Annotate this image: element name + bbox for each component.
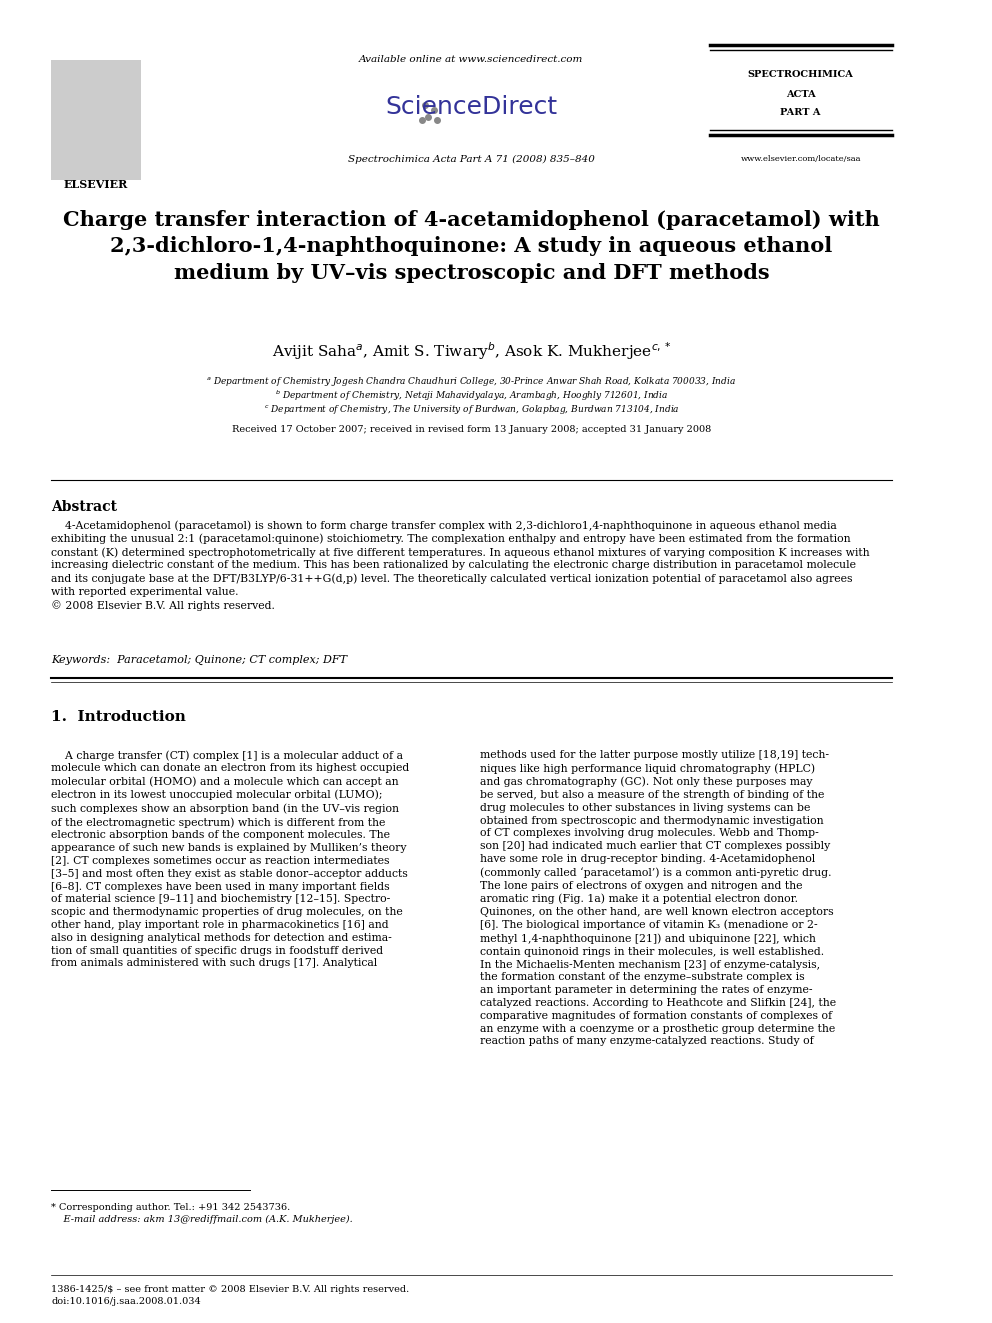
Text: ELSEVIER: ELSEVIER bbox=[64, 179, 128, 191]
Text: SPECTROCHIMICA: SPECTROCHIMICA bbox=[748, 70, 854, 79]
Text: 1386-1425/$ – see front matter © 2008 Elsevier B.V. All rights reserved.: 1386-1425/$ – see front matter © 2008 El… bbox=[51, 1285, 410, 1294]
Text: * Corresponding author. Tel.: +91 342 2543736.: * Corresponding author. Tel.: +91 342 25… bbox=[51, 1203, 291, 1212]
Text: Keywords:  Paracetamol; Quinone; CT complex; DFT: Keywords: Paracetamol; Quinone; CT compl… bbox=[51, 655, 347, 665]
Text: $^b$ Department of Chemistry, Netaji Mahavidyalaya, Arambagh, Hooghly 712601, In: $^b$ Department of Chemistry, Netaji Mah… bbox=[275, 389, 669, 404]
Text: doi:10.1016/j.saa.2008.01.034: doi:10.1016/j.saa.2008.01.034 bbox=[51, 1297, 200, 1306]
Text: Avijit Saha$^a$, Amit S. Tiwary$^b$, Asok K. Mukherjee$^{c,*}$: Avijit Saha$^a$, Amit S. Tiwary$^b$, Aso… bbox=[272, 340, 672, 361]
Text: 4-Acetamidophenol (paracetamol) is shown to form charge transfer complex with 2,: 4-Acetamidophenol (paracetamol) is shown… bbox=[51, 520, 870, 611]
Text: Spectrochimica Acta Part A 71 (2008) 835–840: Spectrochimica Acta Part A 71 (2008) 835… bbox=[348, 155, 595, 164]
Bar bbox=[51, 60, 141, 180]
Text: $^a$ Department of Chemistry Jogesh Chandra Chaudhuri College, 30-Prince Anwar S: $^a$ Department of Chemistry Jogesh Chan… bbox=[206, 374, 736, 388]
Text: www.elsevier.com/locate/saa: www.elsevier.com/locate/saa bbox=[740, 155, 861, 163]
Text: Charge transfer interaction of 4-acetamidophenol (paracetamol) with
2,3-dichloro: Charge transfer interaction of 4-acetami… bbox=[63, 210, 880, 283]
Text: Received 17 October 2007; received in revised form 13 January 2008; accepted 31 : Received 17 October 2007; received in re… bbox=[232, 425, 711, 434]
Text: ACTA: ACTA bbox=[786, 90, 815, 99]
Text: ScienceDirect: ScienceDirect bbox=[385, 95, 558, 119]
Text: A charge transfer (CT) complex [1] is a molecular adduct of a
molecule which can: A charge transfer (CT) complex [1] is a … bbox=[51, 750, 410, 968]
Text: Abstract: Abstract bbox=[51, 500, 117, 515]
Text: 1.  Introduction: 1. Introduction bbox=[51, 710, 186, 724]
Text: Available online at www.sciencedirect.com: Available online at www.sciencedirect.co… bbox=[359, 56, 583, 64]
Text: $^c$ Department of Chemistry, The University of Burdwan, Golapbag, Burdwan 71310: $^c$ Department of Chemistry, The Univer… bbox=[264, 404, 680, 415]
Text: PART A: PART A bbox=[781, 108, 821, 116]
Text: methods used for the latter purpose mostly utilize [18,19] tech-
niques like hig: methods used for the latter purpose most… bbox=[480, 750, 836, 1046]
Text: E-mail address: akm 13@rediffmail.com (A.K. Mukherjee).: E-mail address: akm 13@rediffmail.com (A… bbox=[51, 1215, 353, 1224]
